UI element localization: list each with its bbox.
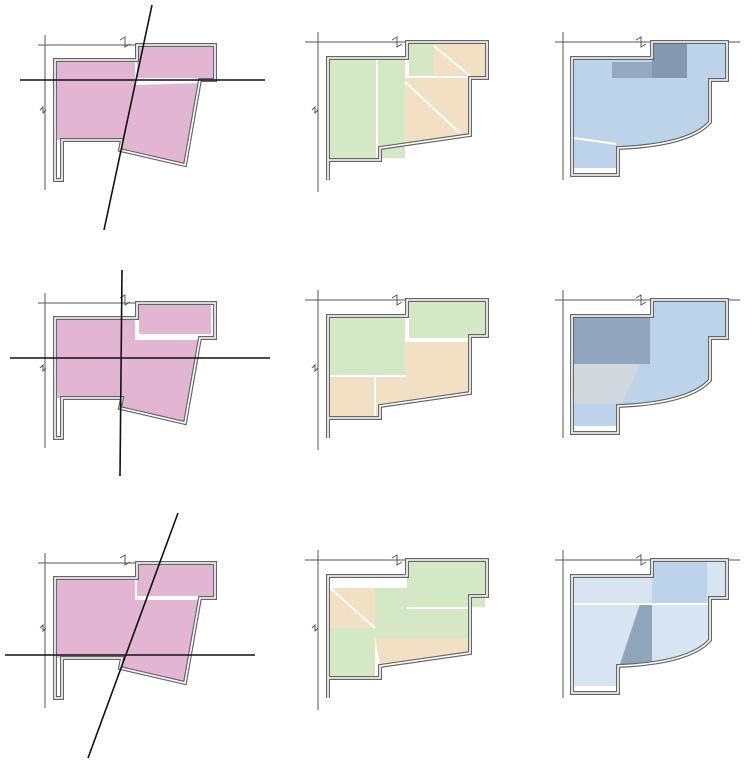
- row-3: [5, 512, 742, 759]
- plan-r2c2: [303, 288, 489, 452]
- plan-r2c1: [10, 269, 270, 477]
- plan-r3c2: [303, 548, 489, 712]
- plan-r3c1: [5, 512, 255, 759]
- plan-r2c3: [553, 288, 742, 440]
- row-2: [10, 269, 742, 477]
- plan-r1c3: [553, 30, 742, 182]
- plan-r3c3: [553, 548, 742, 700]
- plan-r1c1: [20, 4, 265, 231]
- plan-r1c2: [303, 30, 489, 194]
